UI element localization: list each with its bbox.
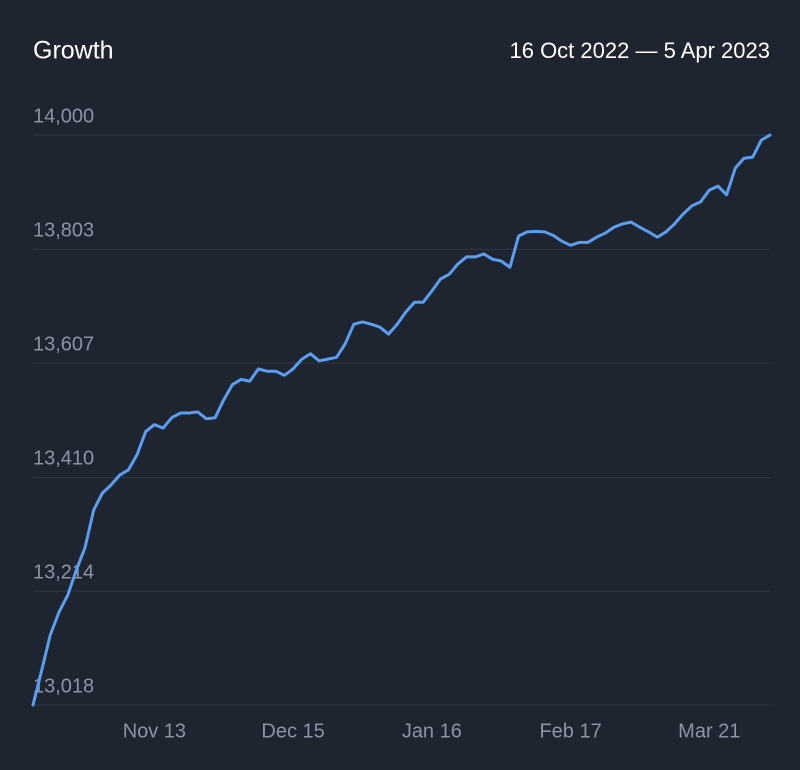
x-tick-label: Dec 15 [261, 720, 324, 742]
y-tick-label: 13,214 [33, 562, 94, 584]
chart-title: Growth [33, 37, 114, 65]
y-tick-label: 13,607 [33, 333, 94, 355]
x-tick-label: Feb 17 [539, 720, 601, 742]
x-tick-label: Jan 16 [402, 720, 462, 742]
date-range: 16 Oct 2022 — 5 Apr 2023 [509, 38, 770, 63]
y-tick-label: 14,000 [33, 105, 94, 127]
y-tick-label: 13,018 [33, 675, 94, 697]
x-tick-label: Nov 13 [123, 720, 186, 742]
growth-line [31, 133, 772, 707]
y-tick-label: 13,410 [33, 448, 94, 470]
y-tick-label: 13,803 [33, 220, 94, 242]
x-tick-label: Mar 21 [678, 720, 740, 742]
